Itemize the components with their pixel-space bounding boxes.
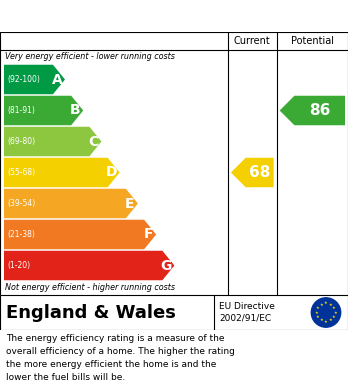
Text: ★: ★ <box>333 310 337 314</box>
Text: ★: ★ <box>319 318 323 323</box>
Text: Potential: Potential <box>291 36 334 46</box>
Text: ★: ★ <box>315 310 319 314</box>
Text: F: F <box>143 228 153 242</box>
Text: E: E <box>125 197 135 210</box>
Polygon shape <box>4 127 101 156</box>
Text: A: A <box>52 72 62 86</box>
Text: (55-68): (55-68) <box>7 168 35 177</box>
Circle shape <box>311 298 341 327</box>
Text: ★: ★ <box>332 306 336 310</box>
Polygon shape <box>4 65 65 94</box>
Text: ★: ★ <box>316 306 320 310</box>
Polygon shape <box>280 96 345 125</box>
Text: C: C <box>88 135 98 149</box>
Text: (1-20): (1-20) <box>7 261 30 270</box>
Text: ★: ★ <box>316 315 320 319</box>
Text: ★: ★ <box>319 303 323 307</box>
Text: 68: 68 <box>249 165 270 180</box>
Polygon shape <box>231 158 274 187</box>
Text: G: G <box>161 258 172 273</box>
Polygon shape <box>4 96 83 125</box>
Text: (21-38): (21-38) <box>7 230 35 239</box>
Text: ★: ★ <box>324 301 328 305</box>
Text: B: B <box>70 104 80 118</box>
Text: (81-91): (81-91) <box>7 106 35 115</box>
Text: ★: ★ <box>332 315 336 319</box>
Text: England & Wales: England & Wales <box>6 303 176 321</box>
Text: (69-80): (69-80) <box>7 137 35 146</box>
Text: (39-54): (39-54) <box>7 199 35 208</box>
Polygon shape <box>4 251 174 280</box>
Text: D: D <box>106 165 117 179</box>
Text: ★: ★ <box>329 303 332 307</box>
Text: Not energy efficient - higher running costs: Not energy efficient - higher running co… <box>5 283 175 292</box>
Text: Very energy efficient - lower running costs: Very energy efficient - lower running co… <box>5 52 175 61</box>
Text: Energy Efficiency Rating: Energy Efficiency Rating <box>8 9 229 23</box>
Polygon shape <box>4 158 120 187</box>
Text: ★: ★ <box>329 318 332 323</box>
Polygon shape <box>4 220 156 249</box>
Polygon shape <box>4 189 138 218</box>
Text: (92-100): (92-100) <box>7 75 40 84</box>
Text: 86: 86 <box>309 103 330 118</box>
Text: ★: ★ <box>324 319 328 324</box>
Text: The energy efficiency rating is a measure of the
overall efficiency of a home. T: The energy efficiency rating is a measur… <box>6 334 235 382</box>
Text: EU Directive
2002/91/EC: EU Directive 2002/91/EC <box>219 302 275 323</box>
Text: Current: Current <box>234 36 271 46</box>
